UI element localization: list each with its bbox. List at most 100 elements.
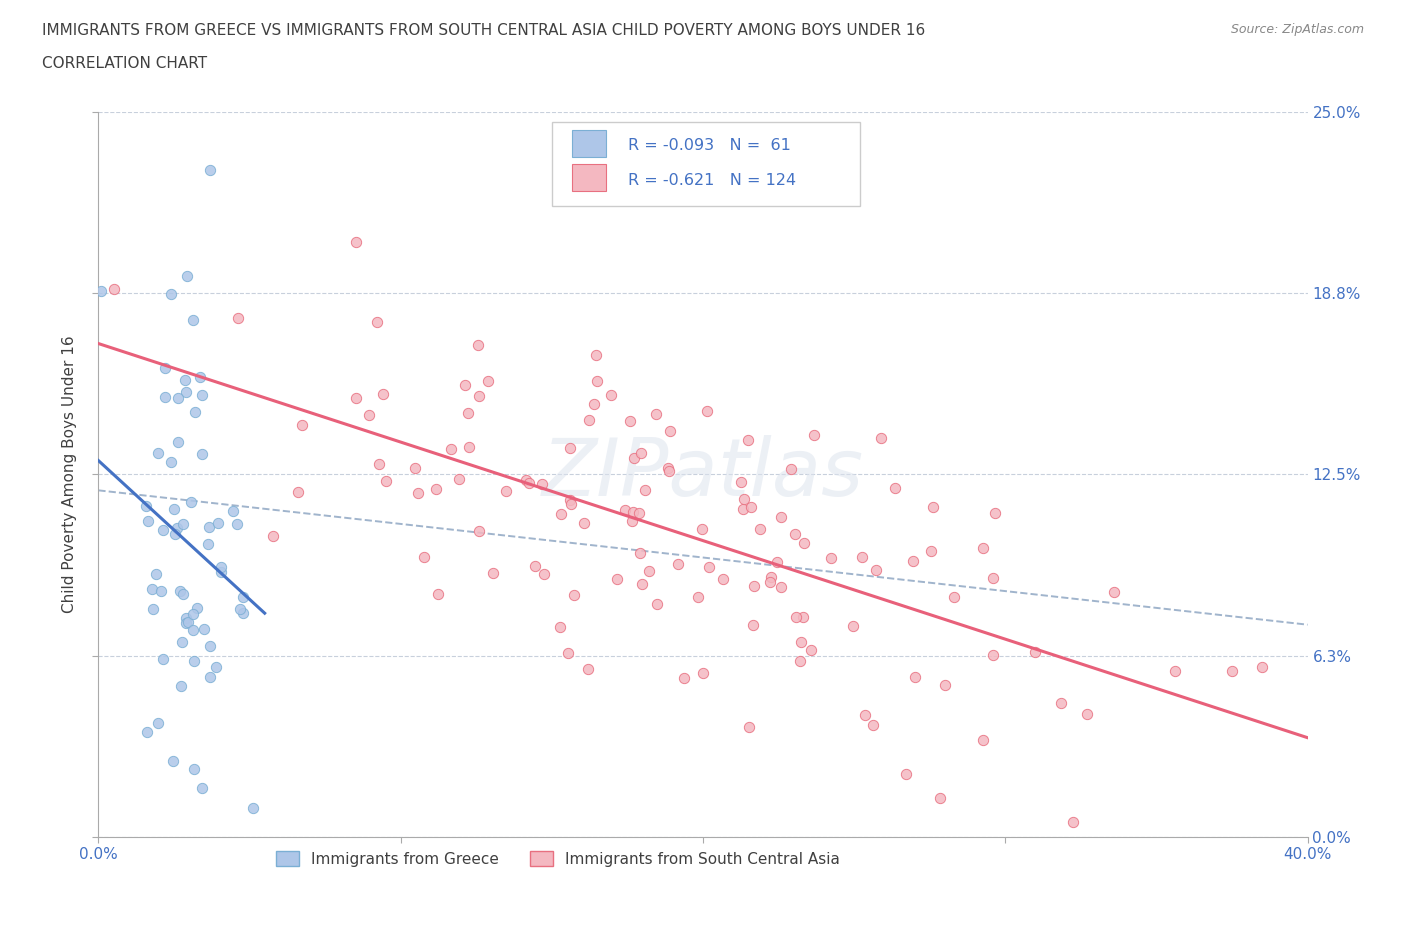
Point [172,634,194,649]
Point [229,602,252,617]
Point [190,446,212,461]
Point [162,753,184,768]
Point [176,269,198,284]
Point [165,526,187,541]
Point [427,587,450,602]
Point [659,424,682,439]
Point [517,475,540,490]
Point [730,475,752,490]
Point [160,286,183,301]
Point [793,536,815,551]
Point [150,584,173,599]
Point [738,720,761,735]
Text: R = -0.093   N =  61: R = -0.093 N = 61 [628,139,792,153]
Point [152,651,174,666]
Point [658,464,681,479]
Point [645,406,668,421]
Point [287,485,309,499]
Point [1102,584,1125,599]
Point [153,390,176,405]
Point [853,708,876,723]
Point [820,551,842,565]
Legend: Immigrants from Greece, Immigrants from South Central Asia: Immigrants from Greece, Immigrants from … [270,844,846,873]
Point [184,405,207,419]
Point [533,566,555,581]
Point [943,590,966,604]
Point [467,389,489,404]
Point [404,460,426,475]
Point [645,597,668,612]
Point [152,522,174,537]
Point [482,565,505,580]
Point [170,679,193,694]
Point [344,234,367,249]
Point [181,622,204,637]
Point [366,315,388,330]
Point [634,483,657,498]
Point [894,767,917,782]
Point [638,563,661,578]
Point [770,579,793,594]
Point [765,555,787,570]
Point [1076,707,1098,722]
FancyBboxPatch shape [551,123,860,206]
Point [468,524,491,538]
Point [558,493,581,508]
Point [983,571,1005,586]
Point [742,618,765,633]
Point [673,671,696,685]
Point [454,378,477,392]
Point [599,388,621,403]
Point [984,505,1007,520]
Point [135,724,157,739]
Point [457,405,479,420]
Point [630,445,652,460]
Point [934,677,956,692]
FancyBboxPatch shape [572,164,606,192]
Point [759,575,782,590]
Point [759,570,782,585]
Point [141,582,163,597]
Point [232,606,254,621]
Point [842,618,865,633]
Point [620,513,643,528]
Point [209,560,232,575]
Point [169,583,191,598]
Point [103,282,125,297]
Point [166,520,188,535]
Point [582,397,605,412]
Point [780,462,803,477]
Point [406,485,429,500]
Text: CORRELATION CHART: CORRELATION CHART [42,56,207,71]
Point [167,391,190,405]
Text: ZIPatlas: ZIPatlas [541,435,865,513]
Point [225,517,247,532]
Point [181,606,204,621]
Point [136,514,159,529]
Point [495,484,517,498]
Point [783,527,806,542]
Point [1251,659,1274,674]
FancyBboxPatch shape [572,130,606,157]
Point [291,418,314,432]
Point [692,666,714,681]
Point [606,571,628,586]
Point [586,374,609,389]
Point [631,577,654,591]
Point [209,565,232,579]
Point [789,654,811,669]
Point [440,442,463,457]
Point [160,455,183,470]
Point [457,439,479,454]
Point [90,284,112,299]
Point [180,495,202,510]
Point [344,391,367,405]
Point [198,520,221,535]
Point [870,431,893,445]
Point [163,502,186,517]
Point [172,587,194,602]
Point [578,413,600,428]
Point [373,387,395,402]
Point [477,373,499,388]
Text: IMMIGRANTS FROM GREECE VS IMMIGRANTS FROM SOUTH CENTRAL ASIA CHILD POVERTY AMONG: IMMIGRANTS FROM GREECE VS IMMIGRANTS FRO… [42,23,925,38]
